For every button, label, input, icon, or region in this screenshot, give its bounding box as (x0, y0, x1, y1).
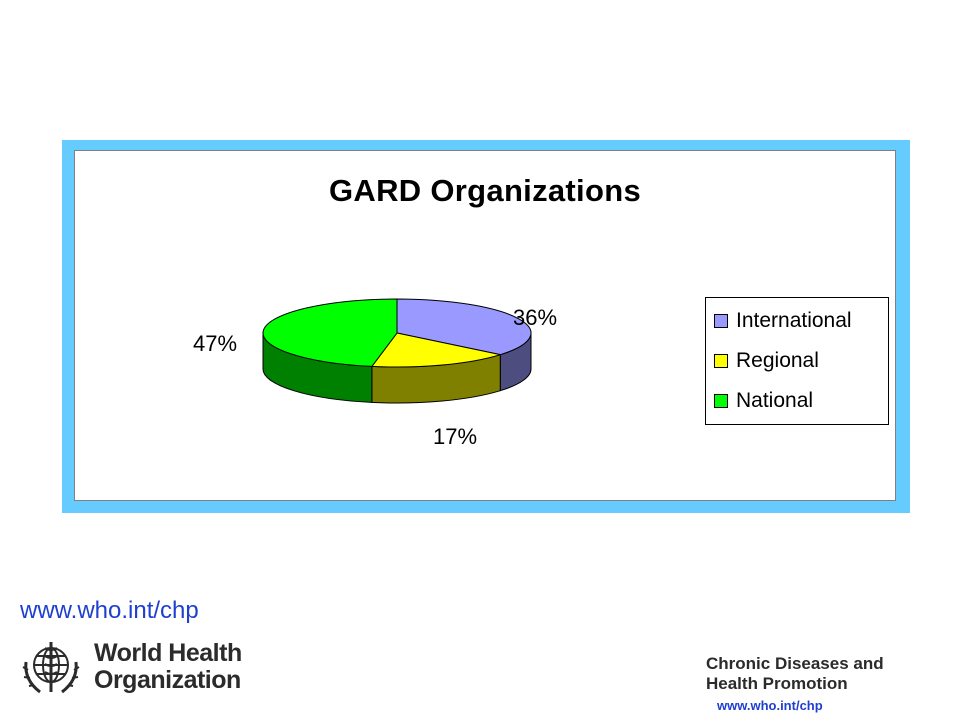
who-name-line1: World Health (94, 639, 242, 667)
data-label-international: 36% (513, 305, 558, 330)
pie-slice-international (396, 298, 532, 356)
who-name: World Health Organization (94, 640, 242, 694)
legend-label-international: International (736, 309, 852, 332)
legend-label-national: National (736, 389, 814, 412)
legend-swatch-regional (714, 354, 728, 368)
pie-chart (262, 298, 532, 404)
program-name-line2: Health Promotion (706, 674, 848, 693)
chart-title: GARD Organizations (329, 173, 641, 208)
who-emblem-icon (22, 642, 80, 694)
chart-legend: International Regional National (705, 297, 889, 425)
pie-slice-national (262, 298, 398, 367)
chart-frame: GARD Organizations 36% 17% 47% Internati… (62, 140, 910, 513)
program-name: Chronic Diseases and Health Promotion (706, 654, 884, 694)
legend-item-regional: Regional (714, 346, 819, 376)
legend-label-regional: Regional (736, 349, 819, 372)
legend-swatch-national (714, 394, 728, 408)
legend-item-international: International (714, 306, 852, 336)
chart-area: GARD Organizations 36% 17% 47% Internati… (74, 150, 896, 501)
footer-link[interactable]: www.who.int/chp (717, 698, 823, 713)
who-logo: World Health Organization (18, 634, 242, 700)
data-label-regional: 17% (433, 424, 478, 449)
site-link[interactable]: www.who.int/chp (20, 597, 199, 624)
data-label-national: 47% (193, 331, 238, 356)
who-name-line2: Organization (94, 666, 241, 694)
legend-item-national: National (714, 386, 813, 416)
program-name-line1: Chronic Diseases and (706, 654, 884, 673)
legend-swatch-international (714, 314, 728, 328)
pie-slice-regional (370, 332, 501, 368)
